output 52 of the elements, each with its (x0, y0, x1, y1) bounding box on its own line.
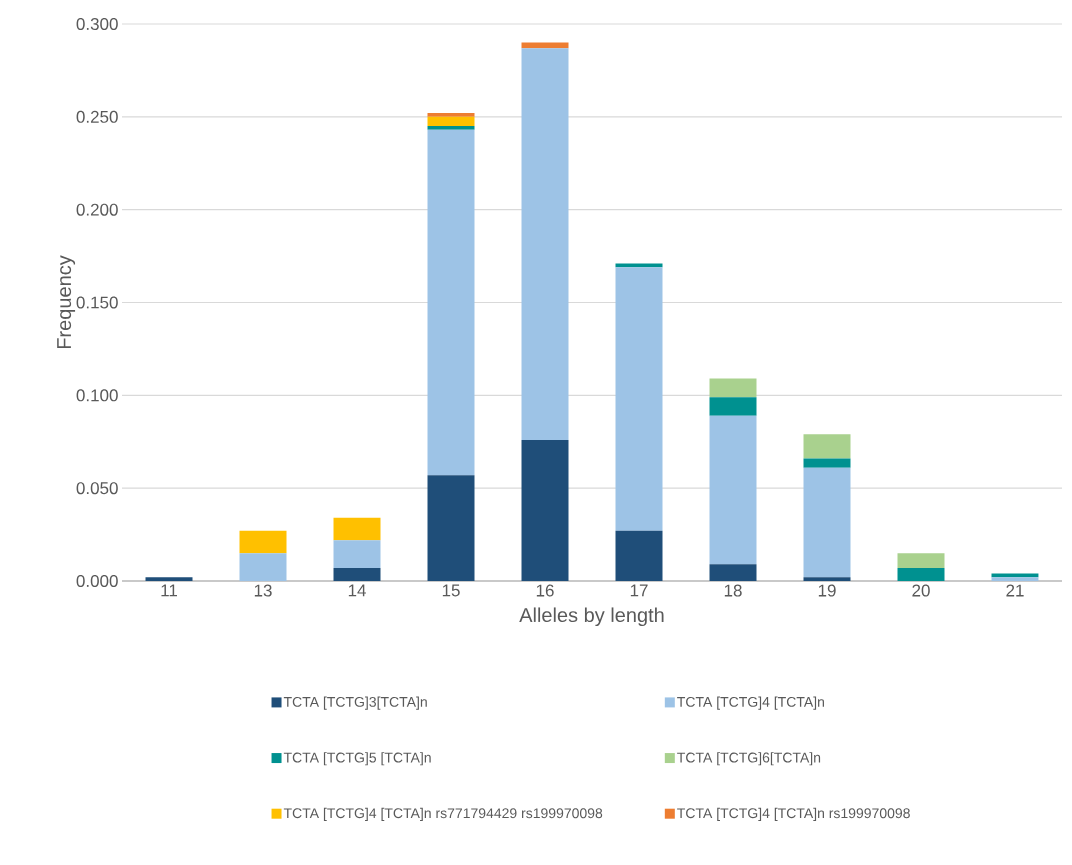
bar (521, 48, 569, 440)
x-tick-label: 14 (348, 584, 366, 597)
legend-label: TCTA [TCTG]4 [TCTA]n rs199970098 (677, 807, 910, 821)
legend-label: TCTA [TCTG]4 [TCTA]n rs771794429 rs199970098 (283, 807, 603, 821)
x-tick-label: 19 (818, 584, 836, 597)
bar (803, 434, 851, 459)
bar (333, 540, 381, 568)
y-tick-label: 0.250 (76, 110, 118, 123)
bar (521, 42, 569, 49)
bar (615, 530, 663, 581)
bar (427, 116, 475, 127)
y-tick-label: 0.300 (76, 17, 118, 31)
bar (333, 517, 381, 541)
x-tick-label: 21 (1006, 584, 1024, 597)
x-tick-label: 20 (912, 584, 930, 597)
legend-label: TCTA [TCTG]5 [TCTA]n (283, 752, 431, 766)
bar (709, 415, 757, 565)
y-tick-label: 0.000 (76, 574, 118, 588)
bar (991, 577, 1039, 581)
bar (897, 567, 945, 581)
bar (521, 439, 569, 581)
bar (145, 577, 193, 581)
bar (615, 267, 663, 531)
bar (709, 397, 757, 416)
bar (333, 567, 381, 581)
bar (803, 467, 851, 578)
bar (239, 553, 287, 581)
bar (803, 577, 851, 581)
y-tick-label: 0.200 (76, 203, 118, 216)
y-axis-title: Frequency (57, 255, 76, 349)
bar (709, 564, 757, 581)
legend-label: TCTA [TCTG]4 [TCTA]n (677, 696, 824, 710)
y-tick-label: 0.050 (76, 482, 118, 495)
y-tick-label: 0.100 (76, 389, 118, 402)
legend-label: TCTA [TCTG]6[TCTA]n (677, 752, 821, 766)
x-axis-title: Alleles by length (519, 607, 664, 627)
legend-label: TCTA [TCTG]3[TCTA]n (283, 696, 427, 710)
x-tick-label: 16 (536, 584, 554, 597)
x-tick-label: 13 (254, 584, 272, 597)
x-tick-label: 18 (724, 584, 742, 597)
bar (427, 113, 475, 117)
y-tick-label: 0.150 (76, 296, 118, 309)
bar (427, 129, 475, 476)
x-tick-label: 15 (442, 584, 460, 597)
x-tick-label: 11 (161, 584, 177, 597)
x-tick-label: 17 (630, 584, 648, 597)
bar (427, 126, 475, 130)
bar (803, 458, 851, 468)
bar (239, 530, 287, 554)
bar (709, 378, 757, 398)
bar (897, 553, 945, 568)
bar (427, 475, 475, 581)
